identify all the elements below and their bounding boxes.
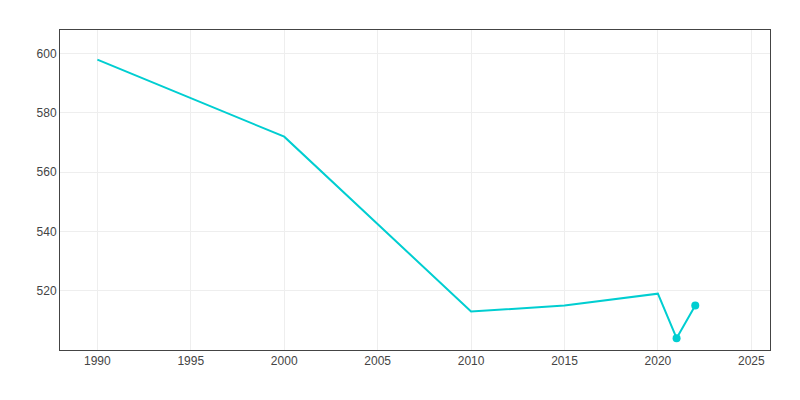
svg-text:540: 540	[37, 225, 57, 239]
svg-text:2025: 2025	[738, 354, 765, 368]
svg-text:560: 560	[37, 165, 57, 179]
svg-text:600: 600	[37, 47, 57, 61]
svg-text:520: 520	[37, 284, 57, 298]
svg-text:580: 580	[37, 106, 57, 120]
svg-text:2005: 2005	[364, 354, 391, 368]
svg-text:1990: 1990	[84, 354, 111, 368]
svg-text:2015: 2015	[551, 354, 578, 368]
svg-text:2020: 2020	[645, 354, 672, 368]
svg-text:1995: 1995	[177, 354, 204, 368]
svg-text:2010: 2010	[458, 354, 485, 368]
svg-text:2000: 2000	[271, 354, 298, 368]
